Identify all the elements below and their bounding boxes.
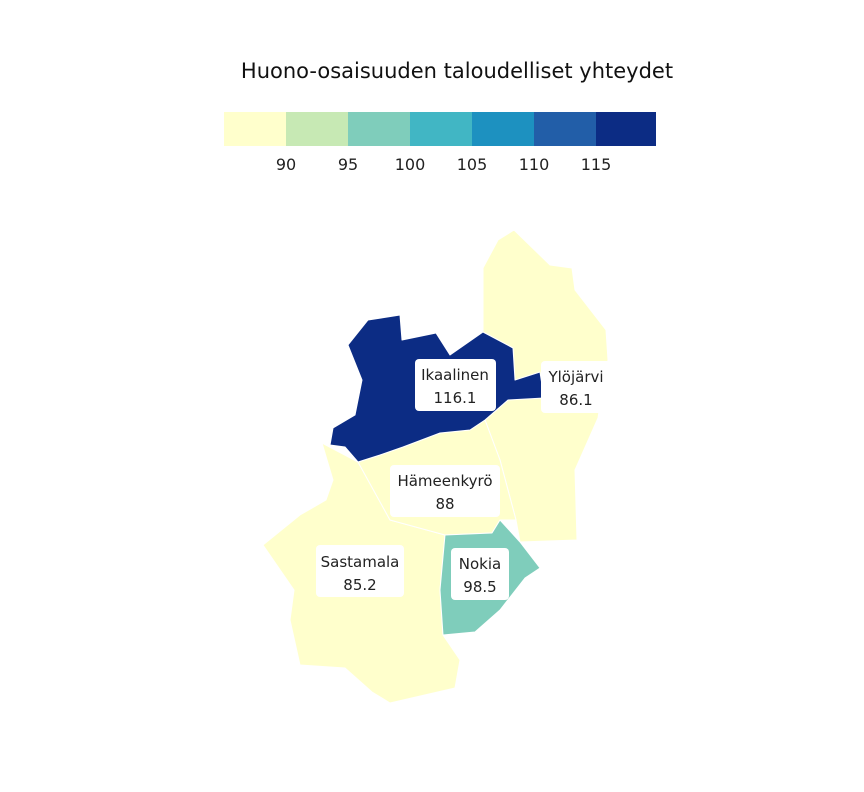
label-ylojarvi: Ylöjärvi 86.1 xyxy=(541,361,612,413)
legend-tick: 105 xyxy=(457,155,488,174)
label-hameenkyro: Hämeenkyrö 88 xyxy=(390,465,500,517)
label-box xyxy=(541,361,612,413)
region-name: Sastamala xyxy=(321,553,400,571)
label-box xyxy=(390,465,500,517)
legend-tick: 90 xyxy=(276,155,296,174)
legend: 90 95 100 105 110 115 xyxy=(224,112,656,174)
legend-swatch-5 xyxy=(472,112,534,146)
legend-tick: 100 xyxy=(395,155,426,174)
region-name: Nokia xyxy=(459,555,501,573)
label-ikaalinen: Ikaalinen 116.1 xyxy=(415,359,496,411)
legend-swatch-3 xyxy=(348,112,410,146)
legend-swatch-6 xyxy=(534,112,596,146)
label-nokia: Nokia 98.5 xyxy=(451,548,509,600)
map-title: Huono-osaisuuden taloudelliset yhteydet xyxy=(241,59,673,83)
region-value: 85.2 xyxy=(343,576,376,594)
label-box xyxy=(415,359,496,411)
label-box xyxy=(316,545,404,597)
region-labels: Ikaalinen 116.1 Ylöjärvi 86.1 Hämeenkyrö… xyxy=(316,359,612,600)
legend-tick: 95 xyxy=(338,155,358,174)
region-name: Hämeenkyrö xyxy=(397,472,492,490)
region-value: 88 xyxy=(435,495,454,513)
legend-swatch-1 xyxy=(224,112,286,146)
label-box xyxy=(451,548,509,600)
region-name: Ikaalinen xyxy=(421,366,489,384)
legend-swatch-2 xyxy=(286,112,348,146)
legend-swatch-4 xyxy=(410,112,472,146)
legend-tick: 115 xyxy=(581,155,612,174)
region-value: 98.5 xyxy=(463,578,496,596)
region-value: 86.1 xyxy=(559,391,592,409)
legend-swatch-7 xyxy=(596,112,656,146)
label-sastamala: Sastamala 85.2 xyxy=(316,545,404,597)
legend-tick: 110 xyxy=(519,155,550,174)
region-name: Ylöjärvi xyxy=(547,368,603,386)
region-value: 116.1 xyxy=(434,389,477,407)
